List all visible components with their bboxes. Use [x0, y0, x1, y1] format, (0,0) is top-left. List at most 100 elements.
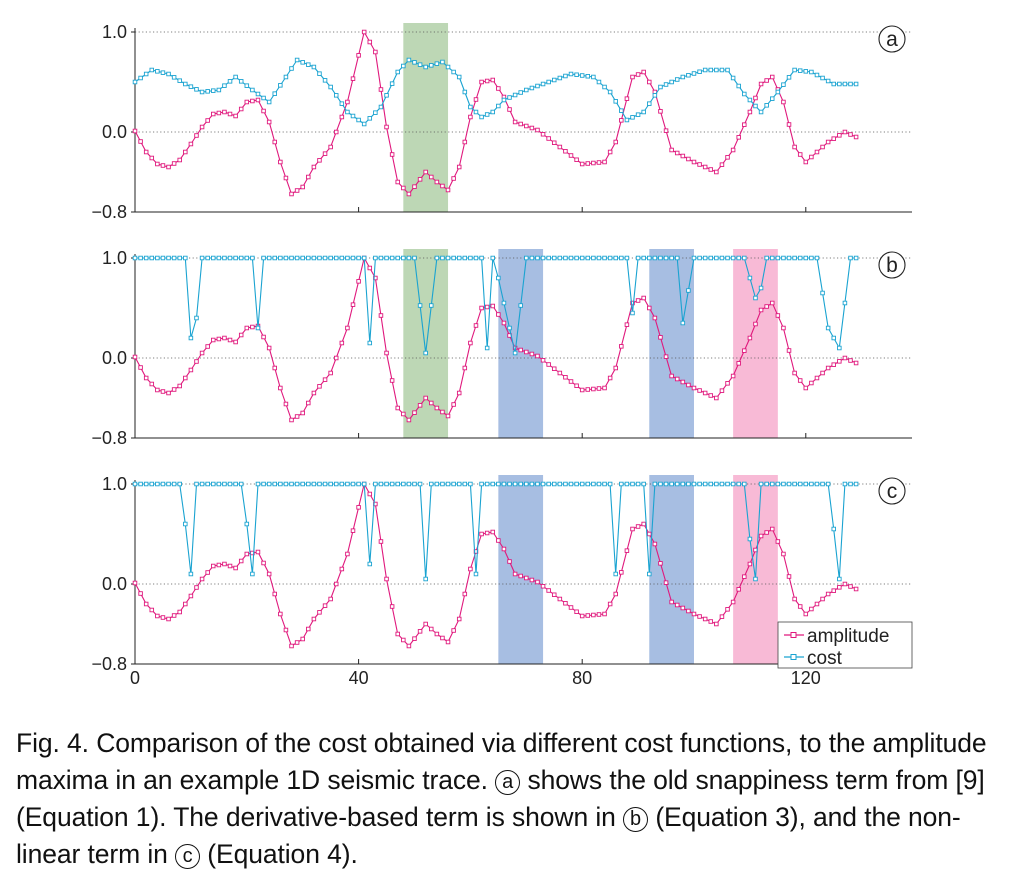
- amplitude-point-a: [837, 133, 842, 138]
- amplitude-point-c: [462, 591, 468, 597]
- cost-point-a: [619, 108, 624, 113]
- cost-point-c: [758, 481, 764, 487]
- amplitude-point-a: [429, 174, 434, 180]
- cost-point-c: [853, 481, 859, 487]
- cost-point-c: [574, 481, 579, 487]
- cost-point-a: [624, 117, 630, 123]
- cost-point-b: [434, 255, 440, 261]
- amplitude-point-c: [406, 643, 412, 649]
- cost-point-b: [484, 345, 490, 351]
- cost-point-c: [434, 481, 440, 487]
- amplitude-point-b: [764, 304, 769, 309]
- amplitude-point-c: [479, 531, 484, 537]
- cost-point-a: [199, 89, 205, 95]
- cost-point-a: [339, 101, 345, 106]
- cost-point-a: [702, 67, 708, 73]
- amplitude-point-b: [406, 417, 412, 423]
- cost-point-a: [781, 82, 786, 87]
- cost-point-b: [333, 255, 339, 261]
- cost-point-b: [250, 255, 255, 261]
- cost-point-c: [842, 481, 848, 487]
- amplitude-point-b: [183, 375, 188, 381]
- cost-point-b: [306, 255, 311, 261]
- amplitude-point-b: [803, 385, 809, 391]
- amplitude-point-a: [758, 81, 764, 87]
- amplitude-point-c: [563, 601, 568, 606]
- cost-point-b: [630, 310, 635, 316]
- amplitude-point-b: [456, 390, 462, 396]
- cost-point-b: [289, 255, 294, 261]
- cost-point-b: [283, 255, 289, 261]
- amplitude-point-b: [238, 332, 244, 338]
- cost-point-a: [434, 61, 440, 66]
- cost-point-b: [244, 255, 250, 261]
- amplitude-point-b: [333, 355, 339, 361]
- cost-point-c: [138, 481, 143, 487]
- amplitude-point-c: [758, 533, 764, 539]
- cost-point-a: [652, 93, 658, 98]
- cost-point-a: [775, 89, 781, 95]
- amplitude-point-c: [725, 607, 730, 612]
- cost-point-a: [216, 87, 222, 93]
- amplitude-point-c: [328, 596, 333, 602]
- cost-point-c: [412, 481, 417, 487]
- amplitude-point-c: [607, 601, 613, 607]
- cost-point-b: [501, 300, 507, 306]
- band-green-b-0: [403, 249, 449, 438]
- amplitude-point-a: [825, 139, 831, 145]
- amplitude-point-a: [283, 175, 289, 181]
- cost-point-b: [143, 255, 149, 261]
- amplitude-point-b: [853, 360, 859, 366]
- cost-point-b: [278, 255, 283, 261]
- cost-point-c: [747, 536, 753, 542]
- cost-point-a: [730, 75, 736, 81]
- amplitude-point-a: [473, 97, 479, 102]
- caption-text-1: Comparison of the cost obtained via diff…: [16, 728, 987, 795]
- amplitude-point-a: [619, 118, 624, 123]
- amplitude-point-c: [501, 546, 507, 552]
- cost-point-a: [378, 104, 384, 110]
- cost-point-c: [283, 481, 289, 487]
- amplitude-point-b: [389, 378, 395, 383]
- cost-point-a: [445, 64, 451, 70]
- cost-point-b: [194, 315, 199, 321]
- cost-point-a: [853, 81, 859, 87]
- cost-point-c: [635, 481, 641, 487]
- cost-point-c: [686, 481, 691, 487]
- cost-point-a: [831, 81, 836, 87]
- amplitude-point-a: [831, 136, 836, 141]
- amplitude-point-a: [188, 141, 194, 147]
- cost-point-c: [233, 481, 238, 487]
- amplitude-point-b: [462, 365, 468, 371]
- amplitude-point-a: [278, 159, 283, 165]
- amplitude-point-b: [356, 279, 361, 284]
- cost-point-a: [456, 74, 462, 80]
- cost-point-b: [272, 255, 277, 261]
- amplitude-point-b: [132, 354, 138, 360]
- cost-point-a: [742, 91, 747, 97]
- cost-point-c: [619, 481, 624, 487]
- panel-label-circle-c: [878, 477, 906, 505]
- cost-point-c: [289, 481, 294, 487]
- amplitude-point-a: [149, 155, 155, 161]
- cost-point-b: [596, 255, 602, 261]
- cost-point-b: [814, 255, 820, 261]
- y-tick-label-b-0: 1.0: [102, 248, 127, 268]
- cost-point-b: [641, 255, 646, 261]
- caption-text-4: (Equation 4).: [207, 839, 358, 869]
- amplitude-point-a: [574, 157, 579, 162]
- cost-point-c: [266, 481, 272, 487]
- amplitude-point-a: [820, 144, 825, 150]
- amplitude-point-b: [568, 379, 574, 384]
- y-tick-label-c-2: −0.8: [91, 654, 127, 674]
- amplitude-point-a: [803, 159, 809, 165]
- amplitude-point-c: [166, 616, 171, 622]
- y-tick-label-a-0: 1.0: [102, 22, 127, 42]
- amplitude-point-b: [725, 381, 730, 386]
- cost-point-b: [853, 255, 859, 261]
- cost-point-b: [635, 255, 641, 261]
- amplitude-point-a: [339, 114, 345, 120]
- cost-point-b: [222, 255, 227, 261]
- cost-point-c: [524, 481, 529, 487]
- amplitude-point-b: [311, 390, 317, 396]
